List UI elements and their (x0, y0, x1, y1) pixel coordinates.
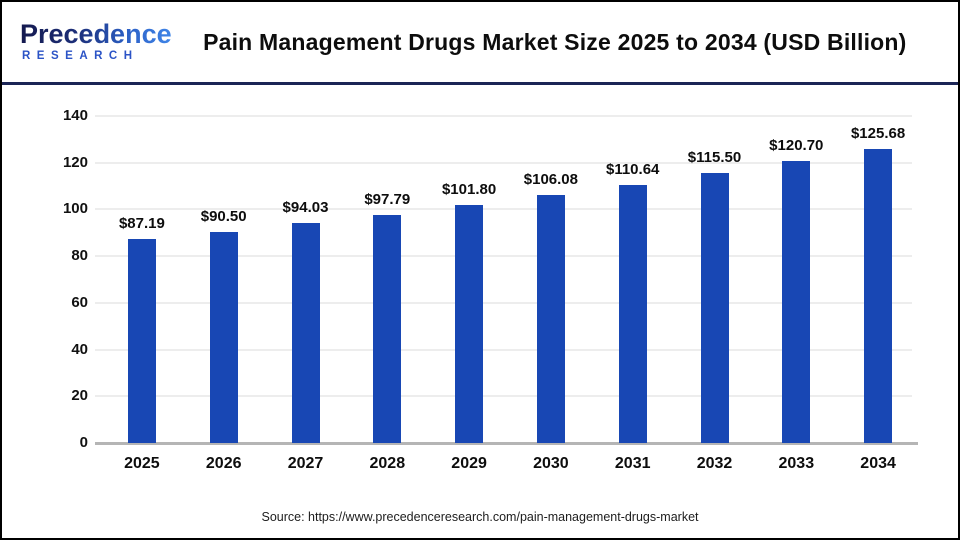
x-axis-label-2028: 2028 (369, 455, 406, 472)
bar-value-label-2025: $87.19 (118, 215, 165, 233)
y-tick-label-60: 60 (71, 293, 88, 311)
x-axis-label-2032: 2032 (696, 455, 733, 472)
gridline-120 (95, 161, 912, 164)
x-axis-label-2026: 2026 (205, 455, 242, 472)
x-axis-label-2031: 2031 (614, 455, 651, 472)
bar-2030 (536, 195, 565, 443)
gridline-40 (95, 348, 912, 351)
bar-value-label-2031: $110.64 (605, 160, 660, 178)
x-axis-label-2034: 2034 (860, 455, 896, 472)
bar-value-label-2034: $125.68 (850, 125, 906, 143)
bar-2027 (291, 223, 320, 443)
x-axis-label-2030: 2030 (533, 455, 569, 472)
gridline-100 (95, 208, 912, 211)
x-axis-label-2029: 2029 (451, 455, 487, 472)
y-tick-label-80: 80 (71, 247, 88, 265)
bar-2025 (127, 239, 156, 443)
y-tick-label-140: 140 (62, 107, 88, 124)
precedence-research-logo: Precedence RESEARCH (20, 21, 172, 63)
gridline-140 (95, 115, 912, 117)
bar-2032 (700, 173, 729, 443)
bar-2029 (455, 205, 484, 443)
y-tick-label-0: 0 (79, 434, 88, 451)
y-tick-label-20: 20 (71, 387, 88, 405)
bar-value-label-2028: $97.79 (364, 190, 411, 208)
header: Precedence RESEARCH Pain Management Drug… (2, 2, 958, 85)
chart-area: 0 20 40 60 80 100 120 140 $87.19 $90.50 $94.03 $97… (2, 85, 958, 538)
x-axis-label-2033: 2033 (778, 455, 815, 472)
bar-value-label-2026: $90.50 (200, 207, 247, 225)
source-text: Source: https://www.precedenceresearch.c… (261, 510, 699, 524)
bar-value-label-2032: $115.50 (687, 149, 742, 167)
bar-value-label-2027: $94.03 (282, 199, 329, 217)
x-axis-line (95, 442, 918, 445)
gridline-80 (95, 255, 912, 258)
y-tick-label-120: 120 (62, 153, 88, 171)
bar-2026 (209, 231, 238, 443)
logo-brand-text: Precedence (20, 19, 172, 50)
gridline-20 (95, 395, 912, 398)
y-tick-label-100: 100 (62, 200, 88, 218)
x-axis-label-2025: 2025 (124, 455, 160, 472)
bar-2033 (782, 161, 811, 443)
y-tick-label-40: 40 (71, 340, 88, 358)
gridline-60 (95, 301, 912, 304)
logo-sub-text: RESEARCH (22, 50, 139, 63)
bar-2031 (618, 184, 647, 443)
bar-2028 (373, 214, 402, 443)
x-axis-label-2027: 2027 (287, 455, 324, 472)
bar-value-label-2033: $120.70 (769, 137, 824, 155)
chart-title: Pain Management Drugs Market Size 2025 t… (203, 28, 907, 55)
bar-value-label-2030: $106.08 (523, 171, 578, 189)
bar-value-label-2029: $101.80 (441, 181, 497, 199)
bar-2034 (864, 149, 893, 443)
